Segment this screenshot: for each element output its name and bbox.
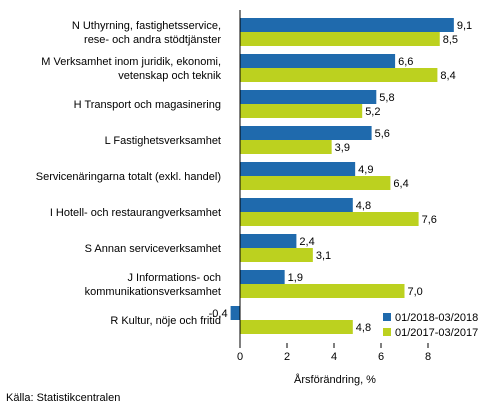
- data-label: 5,2: [365, 106, 380, 118]
- legend-swatch: [383, 313, 391, 321]
- x-tick-label: 0: [237, 351, 243, 363]
- data-label: 8,4: [440, 70, 455, 82]
- category-label: L Fastighetsverksamhet: [105, 135, 221, 147]
- data-label: -0,4: [209, 308, 228, 320]
- data-label: 9,1: [457, 20, 472, 32]
- bar-series1: [240, 90, 377, 104]
- data-label: 5,6: [375, 128, 390, 140]
- category-label: R Kultur, nöje och fritid: [110, 315, 221, 327]
- bar-series2: [240, 104, 363, 118]
- data-label: 6,4: [393, 178, 408, 190]
- bar-series2: [240, 212, 419, 226]
- x-tick-label: 2: [284, 351, 290, 363]
- bar-series2: [240, 68, 438, 82]
- x-tick-label: 6: [378, 351, 384, 363]
- data-label: 1,9: [288, 272, 303, 284]
- bar-series1: [240, 198, 353, 212]
- category-label: H Transport och magasinering: [74, 99, 221, 111]
- x-tick-label: 8: [425, 351, 431, 363]
- data-label: 5,8: [379, 92, 394, 104]
- bar-series2: [240, 176, 391, 190]
- legend-swatch: [383, 328, 391, 336]
- bar-series2: [240, 284, 405, 298]
- x-tick-label: 4: [331, 351, 337, 363]
- data-label: 3,1: [316, 250, 331, 262]
- legend-label: 01/2018-03/2018: [395, 312, 478, 324]
- bar-series1: [240, 234, 297, 248]
- data-label: 7,0: [408, 286, 423, 298]
- category-label: M Verksamhet inom juridik, ekonomi, veten…: [41, 56, 221, 82]
- data-label: 3,9: [335, 142, 350, 154]
- bar-series2: [240, 248, 313, 262]
- category-label: I Hotell- och restaurangverksamhet: [50, 207, 221, 219]
- bar-series1: [240, 126, 372, 140]
- category-label: S Annan serviceverksamhet: [85, 243, 221, 255]
- x-axis-title: Årsförändring, %: [294, 373, 376, 386]
- bar-series2: [240, 32, 440, 46]
- bar-series2: [240, 140, 332, 154]
- bar-series1: [240, 54, 396, 68]
- bar-series1: [240, 18, 454, 32]
- data-label: 6,6: [398, 56, 413, 68]
- source-note: Källa: Statistikcentralen: [6, 392, 121, 404]
- category-label: N Uthyrning, fastighetsservice, rese- och…: [72, 20, 222, 46]
- bar-series2: [240, 320, 353, 334]
- bar-series1: [240, 162, 356, 176]
- legend-label: 01/2017-03/2017: [395, 327, 478, 339]
- category-label: Servicenäringarna totalt (exkl. handel): [36, 171, 221, 183]
- category-label: J Informations- och kommunikationsverksam…: [85, 272, 221, 298]
- data-label: 8,5: [443, 34, 458, 46]
- bar-series1: [230, 306, 240, 320]
- data-label: 4,8: [356, 200, 371, 212]
- data-label: 2,4: [299, 236, 314, 248]
- data-label: 4,8: [356, 322, 371, 334]
- data-label: 4,9: [358, 164, 373, 176]
- data-label: 7,6: [422, 214, 437, 226]
- bar-series1: [240, 270, 285, 284]
